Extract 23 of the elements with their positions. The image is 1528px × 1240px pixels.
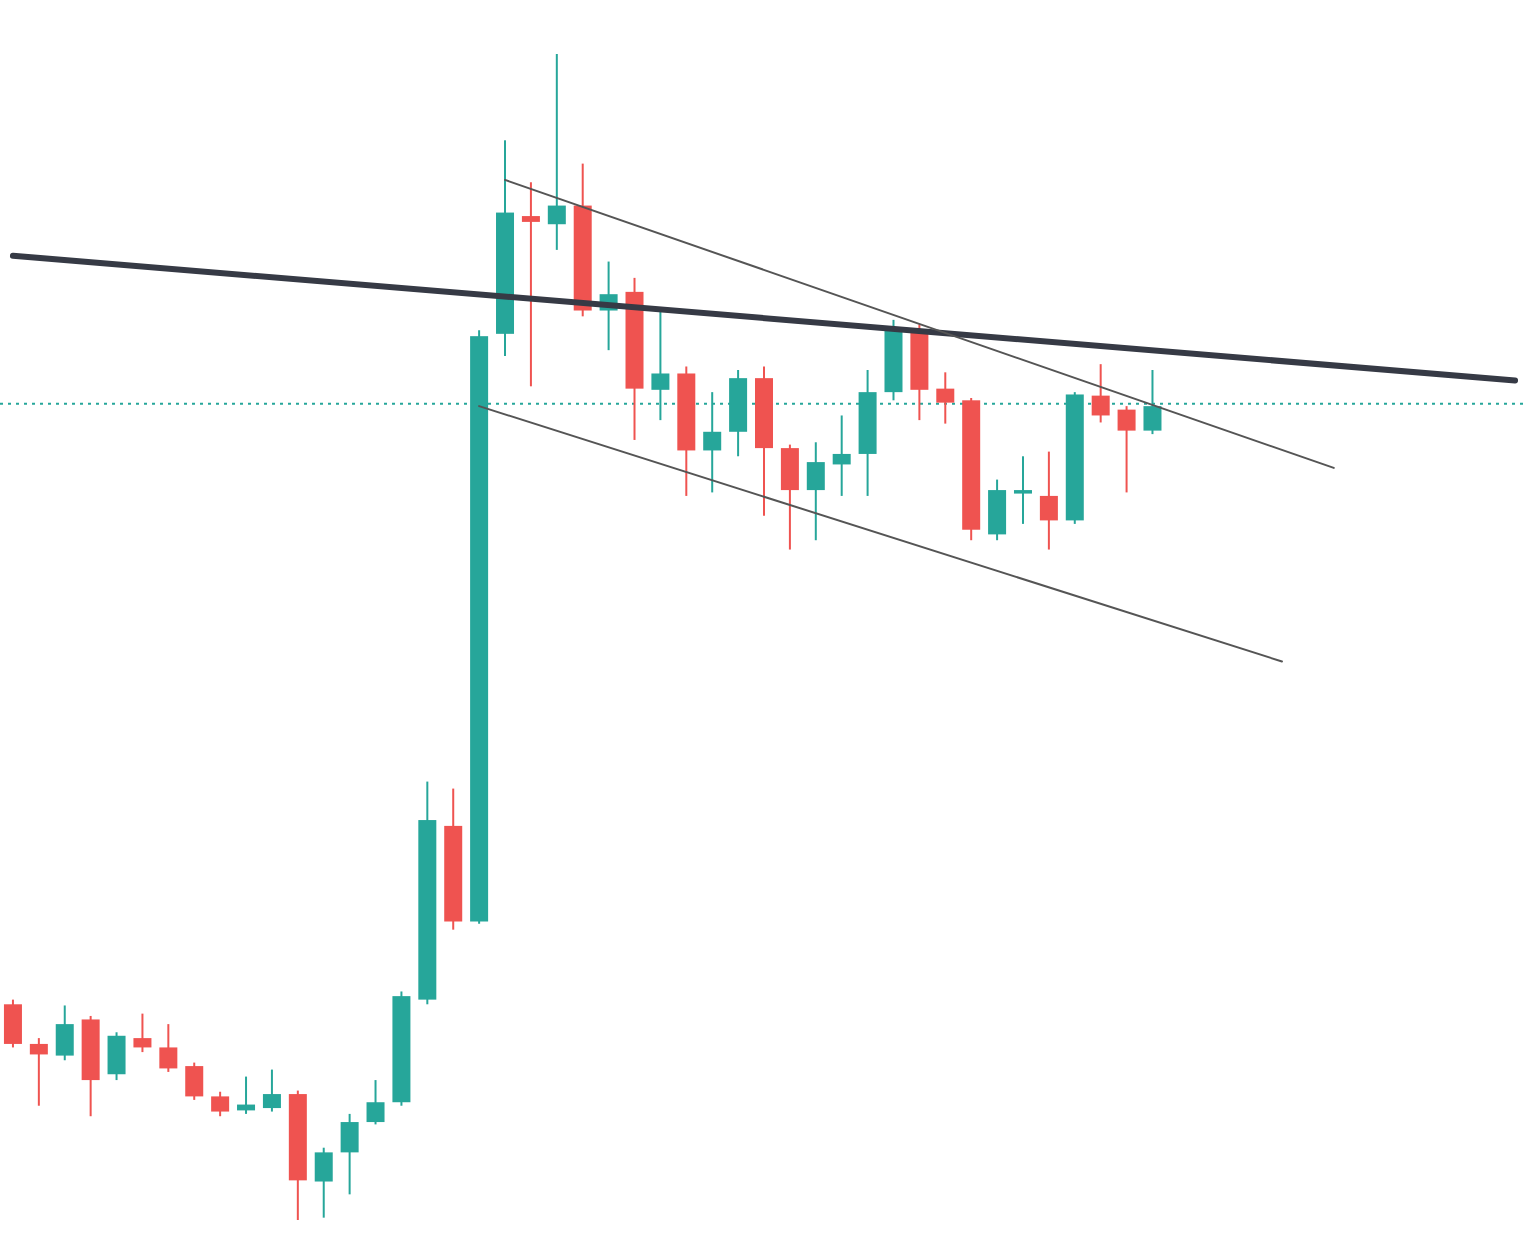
candlestick bbox=[55, 1004, 74, 1062]
candlestick bbox=[133, 1012, 152, 1054]
candlestick bbox=[1091, 363, 1110, 424]
candlestick bbox=[3, 998, 22, 1049]
candlestick bbox=[547, 53, 566, 251]
candlestick bbox=[936, 371, 955, 425]
candlestick bbox=[340, 1112, 359, 1196]
candlestick bbox=[314, 1146, 333, 1219]
candlestick bbox=[366, 1079, 385, 1126]
candlestick bbox=[107, 1031, 126, 1082]
candlestick bbox=[832, 414, 851, 497]
candlestick bbox=[185, 1061, 204, 1101]
candlestick bbox=[1117, 405, 1136, 494]
candlestick bbox=[29, 1037, 48, 1107]
candlestick bbox=[988, 478, 1007, 542]
candlestick bbox=[780, 443, 799, 551]
candlestick bbox=[806, 441, 825, 542]
candlestick bbox=[1013, 455, 1032, 525]
candlestick bbox=[521, 181, 540, 388]
candlestick bbox=[1039, 450, 1058, 551]
candlestick bbox=[159, 1023, 178, 1073]
candlestick bbox=[211, 1090, 230, 1118]
candlestick bbox=[262, 1068, 281, 1113]
